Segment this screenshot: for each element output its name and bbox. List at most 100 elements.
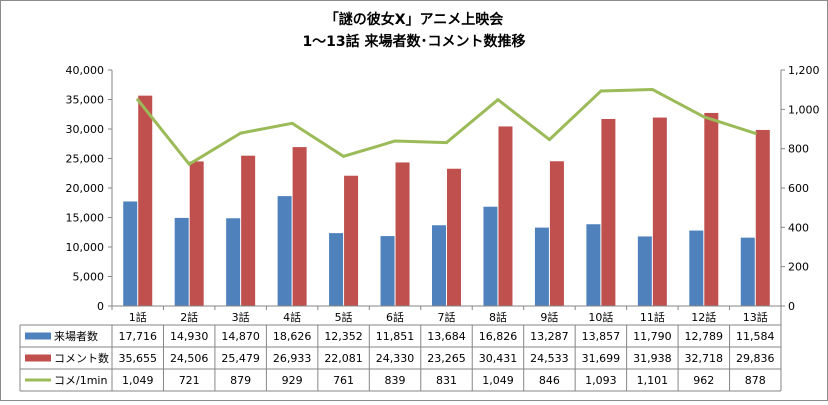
table-cell: 17,716 — [118, 330, 157, 343]
table-cell: 12,352 — [324, 330, 363, 343]
x-tick-label: 6話 — [386, 310, 404, 324]
right-tick-label: 400 — [788, 221, 809, 234]
table-cell: 30,431 — [479, 352, 518, 365]
x-tick-label: 12話 — [691, 310, 716, 324]
table-cell: 24,533 — [530, 352, 569, 365]
table-cell: 24,506 — [170, 352, 209, 365]
table-cell: 839 — [385, 374, 406, 387]
x-tick-label: 5話 — [335, 310, 353, 324]
x-tick-label: 10話 — [588, 310, 613, 324]
bar-comments — [549, 161, 564, 306]
legend-key — [25, 332, 51, 340]
table-cell: 13,684 — [427, 330, 466, 343]
x-tick-label: 3話 — [232, 310, 250, 324]
table-cell: 13,287 — [530, 330, 569, 343]
left-tick-label: 20,000 — [66, 182, 105, 195]
right-tick-label: 200 — [788, 261, 809, 274]
legend-label: コメ/1min — [54, 374, 107, 387]
table-cell: 26,933 — [273, 352, 312, 365]
table-cell: 846 — [539, 374, 560, 387]
table-cell: 1,049 — [122, 374, 154, 387]
line-point — [753, 131, 757, 135]
table-cell: 879 — [230, 374, 251, 387]
bar-visitors — [329, 233, 344, 306]
left-tick-label: 5,000 — [73, 271, 105, 284]
x-tick-label: 8話 — [489, 310, 507, 324]
bar-comments — [498, 126, 513, 307]
table-cell: 11,851 — [376, 330, 415, 343]
bar-comments — [189, 161, 204, 306]
table-cell: 929 — [282, 374, 303, 387]
bar-visitors — [226, 218, 241, 306]
table-cell: 18,626 — [273, 330, 312, 343]
right-tick-label: 800 — [788, 143, 809, 156]
left-tick-label: 15,000 — [66, 212, 105, 225]
table-cell: 14,870 — [221, 330, 260, 343]
line-point — [445, 141, 448, 145]
table-cell: 831 — [436, 374, 457, 387]
x-tick-label: 4話 — [283, 310, 301, 324]
line-point — [239, 131, 243, 135]
left-tick-label: 0 — [97, 300, 104, 313]
table-cell: 31,699 — [582, 352, 621, 365]
bar-comments — [704, 112, 719, 306]
x-tick-label: 11話 — [640, 310, 665, 324]
table-cell: 32,718 — [685, 352, 724, 365]
bar-comments — [292, 147, 307, 306]
table-cell: 25,479 — [221, 352, 260, 365]
x-tick-label: 1話 — [129, 310, 147, 324]
table-cell: 11,790 — [633, 330, 672, 343]
bar-comments — [395, 162, 410, 306]
table-cell: 24,330 — [376, 352, 415, 365]
table-cell: 1,093 — [585, 374, 617, 387]
table-cell: 12,789 — [685, 330, 724, 343]
bar-visitors — [534, 227, 549, 306]
bar-visitors — [689, 230, 704, 306]
table-cell: 1,101 — [637, 374, 669, 387]
legend-label: コメント数 — [54, 352, 109, 365]
table-cell: 22,081 — [324, 352, 363, 365]
table-cell: 721 — [179, 374, 200, 387]
line-point — [650, 87, 654, 91]
bar-visitors — [123, 201, 138, 306]
table-cell: 23,265 — [427, 352, 466, 365]
line-point — [393, 139, 397, 143]
chart-title-line1: 「謎の彼女X」アニメ上映会 — [325, 11, 505, 28]
left-tick-label: 10,000 — [66, 241, 105, 254]
table-cell: 14,930 — [170, 330, 209, 343]
bar-visitors — [586, 224, 601, 306]
line-point — [547, 138, 551, 142]
chart-title-line2: 1～13話 来場者数･コメント数推移 — [302, 33, 525, 50]
left-tick-label: 40,000 — [66, 64, 105, 77]
x-tick-label: 13話 — [743, 310, 768, 324]
right-tick-label: 1,200 — [788, 64, 820, 77]
bar-comments — [652, 117, 667, 307]
bar-visitors — [483, 206, 498, 306]
right-tick-label: 600 — [788, 182, 809, 195]
line-point — [290, 121, 294, 125]
x-tick-label: 2話 — [180, 310, 198, 324]
right-tick-label: 0 — [788, 300, 795, 313]
bar-comments — [755, 129, 770, 306]
table-cell: 11,584 — [736, 330, 775, 343]
legend-key — [25, 354, 51, 362]
table-cell: 761 — [333, 374, 354, 387]
line-point — [599, 89, 603, 93]
table-cell: 16,826 — [479, 330, 518, 343]
right-tick-label: 1,000 — [788, 103, 820, 116]
left-tick-label: 30,000 — [66, 123, 105, 136]
bar-comments — [344, 175, 359, 306]
table-cell: 962 — [693, 374, 714, 387]
table-cell: 1,049 — [482, 374, 514, 387]
line-point — [136, 98, 140, 102]
left-tick-label: 35,000 — [66, 94, 105, 107]
line-point — [342, 154, 346, 158]
table-cell: 13,857 — [582, 330, 621, 343]
bar-comments — [138, 95, 153, 306]
bar-comments — [241, 155, 256, 306]
bar-visitors — [432, 225, 446, 306]
line-point — [496, 98, 500, 102]
table-cell: 31,938 — [633, 352, 672, 365]
table-cell: 29,836 — [736, 352, 775, 365]
